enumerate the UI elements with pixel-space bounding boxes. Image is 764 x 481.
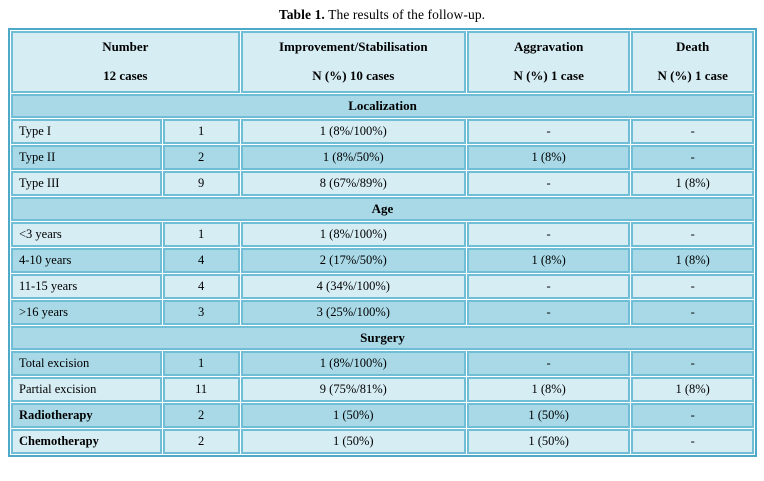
header-cell-improvement: Improvement/Stabilisation N (%) 10 cases — [240, 31, 466, 93]
data-row-partial-excision: Partial excision 11 9 (75%/81%) 1 (8%) 1 (8%… — [11, 377, 754, 402]
cell-label: Type I — [11, 119, 162, 144]
cell-label: >16 years — [11, 300, 162, 325]
cell-death: 1 (8%) — [631, 248, 754, 273]
cell-improvement: 1 (8%/100%) — [240, 119, 466, 144]
header-aggravation-line2: N (%) 1 case — [513, 68, 584, 83]
header-cell-death: Death N (%) 1 case — [631, 31, 754, 93]
header-cell-number: Number 12 cases — [11, 31, 240, 93]
cell-aggravation: 1 (8%) — [466, 145, 631, 170]
cell-aggravation: 1 (50%) — [466, 403, 631, 428]
cell-number: 4 — [162, 274, 240, 299]
section-row-age: Age — [11, 197, 754, 221]
section-row-surgery: Surgery — [11, 326, 754, 350]
table-caption-number: Table 1. — [278, 7, 325, 22]
cell-number: 1 — [162, 222, 240, 247]
cell-death: - — [631, 119, 754, 144]
cell-aggravation: 1 (8%) — [466, 248, 631, 273]
header-death-line1: Death — [676, 39, 710, 54]
cell-label: 11-15 years — [11, 274, 162, 299]
cell-improvement: 4 (34%/100%) — [240, 274, 466, 299]
cell-number: 2 — [162, 145, 240, 170]
header-death-line2: N (%) 1 case — [657, 68, 728, 83]
cell-aggravation: - — [466, 171, 631, 196]
header-number-line1: Number — [102, 39, 149, 54]
cell-improvement: 1 (8%/50%) — [240, 145, 466, 170]
cell-label: Type III — [11, 171, 162, 196]
section-row-localization: Localization — [11, 94, 754, 118]
section-title-localization: Localization — [11, 94, 754, 118]
cell-number: 2 — [162, 403, 240, 428]
cell-death: - — [631, 351, 754, 376]
header-improvement-line1: Improvement/Stabilisation — [279, 39, 428, 54]
data-row-chemotherapy: Chemotherapy 2 1 (50%) 1 (50%) - — [11, 429, 754, 454]
cell-improvement: 1 (50%) — [240, 429, 466, 454]
cell-number: 1 — [162, 119, 240, 144]
data-row-radiotherapy: Radiotherapy 2 1 (50%) 1 (50%) - — [11, 403, 754, 428]
data-row-type-ii: Type II 2 1 (8%/50%) 1 (8%) - — [11, 145, 754, 170]
cell-death: 1 (8%) — [631, 377, 754, 402]
cell-label: Type II — [11, 145, 162, 170]
cell-improvement: 3 (25%/100%) — [240, 300, 466, 325]
cell-death: - — [631, 403, 754, 428]
cell-label: Radiotherapy — [11, 403, 162, 428]
data-row-4-10-years: 4-10 years 4 2 (17%/50%) 1 (8%) 1 (8%) — [11, 248, 754, 273]
cell-aggravation: 1 (8%) — [466, 377, 631, 402]
cell-aggravation: - — [466, 119, 631, 144]
cell-label: Partial excision — [11, 377, 162, 402]
cell-death: - — [631, 145, 754, 170]
table-caption-text: The results of the follow-up. — [324, 7, 486, 22]
cell-aggravation: - — [466, 351, 631, 376]
cell-death: - — [631, 222, 754, 247]
cell-aggravation: - — [466, 222, 631, 247]
cell-death: - — [631, 300, 754, 325]
cell-label: <3 years — [11, 222, 162, 247]
cell-aggravation: - — [466, 300, 631, 325]
header-improvement-line2: N (%) 10 cases — [312, 68, 395, 83]
cell-label: 4-10 years — [11, 248, 162, 273]
data-row-11-15-years: 11-15 years 4 4 (34%/100%) - - — [11, 274, 754, 299]
followup-results-table: Number 12 cases Improvement/Stabilisatio… — [8, 28, 757, 457]
header-number-line2: 12 cases — [103, 68, 148, 83]
cell-improvement: 1 (8%/100%) — [240, 351, 466, 376]
cell-death: - — [631, 274, 754, 299]
cell-improvement: 9 (75%/81%) — [240, 377, 466, 402]
cell-number: 9 — [162, 171, 240, 196]
cell-improvement: 1 (50%) — [240, 403, 466, 428]
cell-number: 2 — [162, 429, 240, 454]
table-caption: Table 1. The results of the follow-up. — [0, 0, 764, 28]
cell-improvement: 8 (67%/89%) — [240, 171, 466, 196]
cell-number: 3 — [162, 300, 240, 325]
section-title-surgery: Surgery — [11, 326, 754, 350]
cell-death: - — [631, 429, 754, 454]
cell-label: Total excision — [11, 351, 162, 376]
cell-improvement: 2 (17%/50%) — [240, 248, 466, 273]
data-row-16-years: >16 years 3 3 (25%/100%) - - — [11, 300, 754, 325]
cell-number: 11 — [162, 377, 240, 402]
cell-aggravation: - — [466, 274, 631, 299]
cell-label: Chemotherapy — [11, 429, 162, 454]
cell-death: 1 (8%) — [631, 171, 754, 196]
cell-aggravation: 1 (50%) — [466, 429, 631, 454]
section-title-age: Age — [11, 197, 754, 221]
cell-improvement: 1 (8%/100%) — [240, 222, 466, 247]
cell-number: 4 — [162, 248, 240, 273]
header-cell-aggravation: Aggravation N (%) 1 case — [466, 31, 631, 93]
data-row-total-excision: Total excision 1 1 (8%/100%) - - — [11, 351, 754, 376]
header-row: Number 12 cases Improvement/Stabilisatio… — [11, 31, 754, 93]
data-row-3-years: <3 years 1 1 (8%/100%) - - — [11, 222, 754, 247]
cell-number: 1 — [162, 351, 240, 376]
data-row-type-iii: Type III 9 8 (67%/89%) -1 (8%) — [11, 171, 754, 196]
header-aggravation-line1: Aggravation — [513, 39, 584, 54]
